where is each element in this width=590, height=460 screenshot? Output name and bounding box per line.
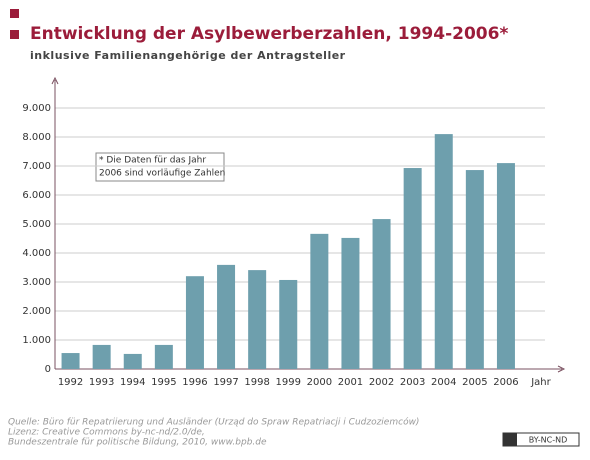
x-tick-label: 1994 — [120, 377, 145, 388]
y-tick-label: 0 — [45, 364, 51, 375]
annotation: * Die Daten für das Jahr — [99, 156, 206, 166]
title-marker — [10, 9, 19, 18]
bar — [185, 276, 204, 369]
bar — [123, 353, 142, 369]
x-tick-label: 2005 — [462, 377, 487, 388]
y-tick-label: 1.000 — [22, 335, 51, 346]
bar — [434, 134, 453, 369]
x-tick-label: 1999 — [276, 377, 301, 388]
y-tick-label: 2.000 — [22, 306, 51, 317]
bar — [92, 344, 111, 369]
title-marker — [10, 30, 19, 39]
source: Quelle: Büro für Repatriierung und Auslä… — [8, 417, 419, 428]
y-tick-label: 8.000 — [22, 132, 51, 143]
x-tick-label: 1993 — [89, 377, 114, 388]
x-tick-label: 1992 — [58, 377, 83, 388]
bar — [372, 219, 391, 369]
x-tick-label: 2002 — [369, 377, 394, 388]
x-tick-label: 1998 — [244, 377, 269, 388]
x-tick-label: 2001 — [338, 377, 363, 388]
license-text: BY-NC-ND — [529, 436, 567, 445]
x-tick-label: 2006 — [493, 377, 518, 388]
license-icon — [503, 433, 517, 446]
x-axis-arrow — [557, 365, 566, 373]
x-tick-label: 2003 — [400, 377, 425, 388]
chart-title: Entwicklung der Asylbewerberzahlen, 1994… — [30, 24, 508, 44]
y-tick-label: 5.000 — [22, 219, 51, 230]
bar — [61, 353, 80, 369]
bar — [341, 237, 360, 369]
y-tick-label: 4.000 — [22, 248, 51, 259]
source: Bundeszentrale für politische Bildung, 2… — [8, 438, 267, 448]
bar — [496, 163, 515, 369]
y-tick-label: 9.000 — [22, 103, 51, 114]
x-axis-label: Jahr — [530, 377, 551, 388]
bar — [217, 264, 236, 369]
bar — [465, 170, 484, 369]
x-tick-label: 1997 — [213, 377, 238, 388]
x-tick-label: 1996 — [182, 377, 207, 388]
x-tick-label: 2004 — [431, 377, 456, 388]
y-axis-arrow — [51, 76, 59, 85]
y-tick-label: 3.000 — [22, 277, 51, 288]
x-tick-label: 2000 — [307, 377, 332, 388]
chart-subtitle: inklusive Familienangehörige der Antrags… — [30, 49, 346, 62]
y-tick-label: 7.000 — [22, 161, 51, 172]
source: Lizenz: Creative Commons by-nc-nd/2.0/de… — [8, 428, 205, 438]
bar — [154, 344, 173, 369]
annotation-box — [95, 152, 225, 182]
y-tick-label: 6.000 — [22, 190, 51, 201]
bar — [403, 168, 422, 369]
bar — [279, 279, 298, 369]
bar — [248, 270, 267, 369]
annotation: 2006 sind vorläufige Zahlen — [99, 169, 225, 179]
bar — [310, 233, 329, 369]
x-tick-label: 1995 — [151, 377, 176, 388]
